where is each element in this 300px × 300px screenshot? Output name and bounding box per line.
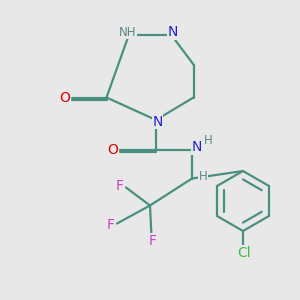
Text: F: F xyxy=(107,218,115,232)
Text: H: H xyxy=(199,170,208,184)
Text: N: N xyxy=(152,115,163,128)
Text: F: F xyxy=(149,234,157,248)
Text: NH: NH xyxy=(119,26,136,39)
Text: F: F xyxy=(116,179,124,193)
Text: H: H xyxy=(204,134,213,148)
Text: N: N xyxy=(167,25,178,39)
Text: N: N xyxy=(191,140,202,154)
Text: O: O xyxy=(59,91,70,104)
Text: O: O xyxy=(107,143,118,157)
Text: Cl: Cl xyxy=(238,246,251,260)
